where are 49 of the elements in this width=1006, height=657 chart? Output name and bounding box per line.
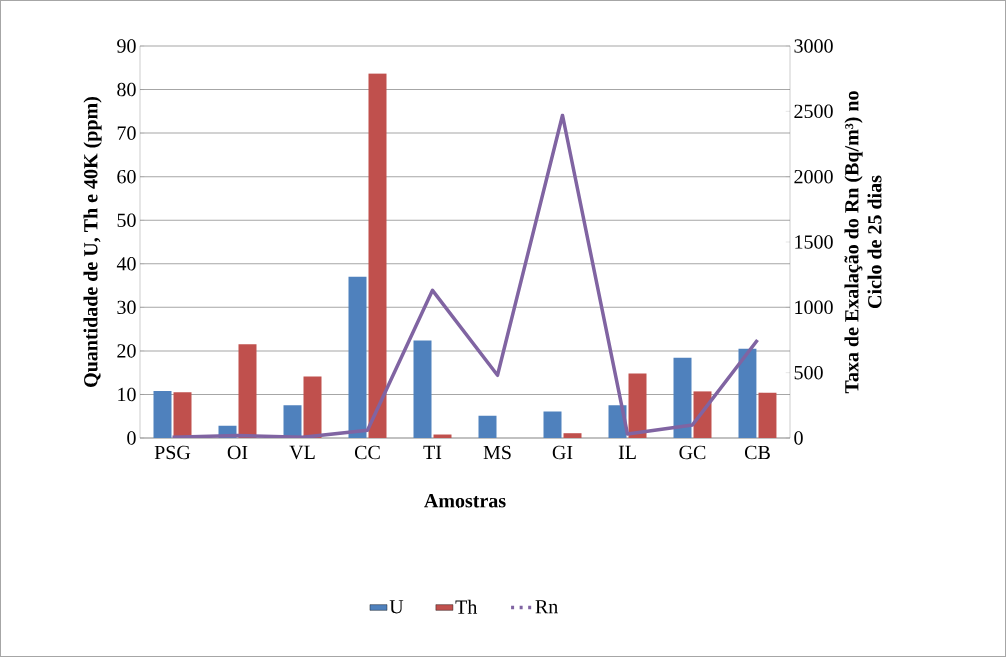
x-tick-label: GI [552, 445, 573, 460]
line-series [170, 113, 760, 438]
x-tick-label: VL [289, 445, 315, 460]
bar [628, 373, 647, 438]
y2-tick-label: 1500 [795, 235, 833, 249]
x-tick-label: TI [423, 445, 442, 459]
legend-label: U [389, 600, 404, 614]
bar [478, 415, 497, 438]
y-tick-label: 0 [127, 431, 136, 445]
bar [283, 405, 302, 438]
bar [348, 276, 367, 438]
bar [238, 344, 257, 438]
x-axis-title: Amostras [424, 494, 506, 508]
x-tick-label: MS [483, 445, 511, 460]
y-tick-label: 20 [117, 344, 136, 358]
bar [738, 348, 757, 438]
bar [543, 411, 562, 438]
y2-axis-title: Taxa de Exalação do Rn (Bq/m³) no Ciclo de 25 dias [844, 91, 882, 394]
bar [673, 357, 692, 438]
bar [153, 390, 172, 438]
y2-tick-label: 0 [794, 431, 803, 445]
y-tick-label: 10 [118, 387, 136, 402]
bar [303, 376, 322, 438]
y2-tick-label: 3000 [794, 39, 833, 53]
bar [563, 433, 582, 438]
x-tick-label: CC [354, 445, 380, 460]
y-tick-label: 70 [117, 126, 136, 140]
y2-tick-label: 2000 [794, 169, 833, 184]
x-tick-label: IL [618, 445, 636, 459]
x-tick-label: GC [679, 445, 706, 460]
y-tick-label: 80 [117, 82, 136, 97]
y-tick-label: 60 [117, 169, 136, 184]
x-tick-label: CB [744, 445, 770, 460]
legend-label: Rn [535, 600, 558, 614]
bar [413, 340, 432, 438]
y-axis-title: Quantidade de U, Th e 40K (ppm) [83, 97, 102, 387]
legend-label: Th [455, 599, 478, 614]
y-tick-label: 90 [117, 39, 136, 53]
x-tick-label: PSG [154, 445, 191, 460]
y2-tick-label: 2500 [794, 104, 833, 119]
bar [758, 392, 777, 438]
y-tick-label: 40 [116, 257, 136, 271]
y-tick-label: 30 [117, 300, 136, 315]
bar [173, 392, 192, 438]
y2-tick-label: 1000 [795, 300, 833, 315]
y-tick-label: 50 [117, 213, 136, 227]
x-tick-label: OI [227, 445, 248, 460]
y2-tick-label: 500 [794, 365, 823, 380]
bar [368, 73, 387, 438]
